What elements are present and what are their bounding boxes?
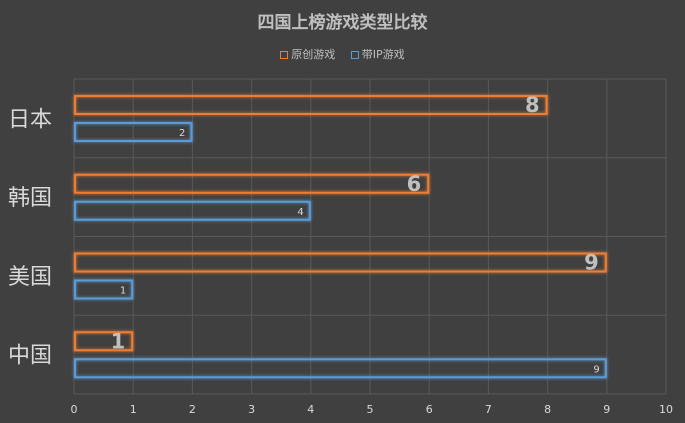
bar-ip-1	[74, 200, 311, 221]
data-label-original-2: 9	[584, 251, 599, 275]
bar-ip-3	[74, 358, 607, 379]
bar-original-0	[74, 95, 548, 115]
x-tick-label-10: 10	[659, 403, 673, 416]
data-label-ip-1: 4	[297, 207, 303, 218]
bar-ip-0	[74, 122, 193, 142]
data-label-original-1: 6	[407, 172, 422, 196]
x-tick-label-1: 1	[130, 403, 137, 416]
legend-item-original: 原创游戏	[280, 46, 335, 62]
x-tick-label-4: 4	[307, 403, 314, 416]
category-label-2: 美国	[8, 265, 52, 290]
legend-item-ip: 带IP游戏	[350, 46, 405, 62]
bar-ip-2	[74, 279, 134, 300]
x-tick-label-6: 6	[426, 403, 433, 416]
data-label-original-3: 1	[111, 329, 126, 353]
bar-original-1	[74, 173, 430, 194]
bar-original-3	[74, 331, 134, 352]
x-tick-label-5: 5	[367, 403, 374, 416]
x-tick-label-7: 7	[485, 403, 492, 416]
data-label-ip-0: 2	[179, 128, 185, 139]
data-label-original-0: 8	[525, 93, 540, 117]
category-label-3: 中国	[8, 344, 52, 369]
legend-label-original: 原创游戏	[291, 48, 336, 61]
legend: 原创游戏 带IP游戏	[0, 46, 685, 62]
x-tick-label-9: 9	[603, 403, 610, 416]
bar-original-2	[74, 252, 607, 273]
x-tick-label-8: 8	[544, 403, 551, 416]
legend-label-ip: 带IP游戏	[361, 48, 405, 61]
x-tick-label-3: 3	[248, 403, 255, 416]
data-label-ip-2: 1	[120, 286, 126, 297]
data-label-ip-3: 9	[593, 364, 599, 375]
category-label-0: 日本	[8, 107, 52, 132]
x-tick-label-0: 0	[71, 403, 78, 416]
category-label-1: 韩国	[8, 186, 52, 211]
chart-title: 四国上榜游戏类型比较	[257, 13, 428, 33]
legend-swatch-ip	[350, 51, 359, 59]
x-tick-label-2: 2	[189, 403, 196, 416]
legend-swatch-original	[280, 51, 289, 59]
